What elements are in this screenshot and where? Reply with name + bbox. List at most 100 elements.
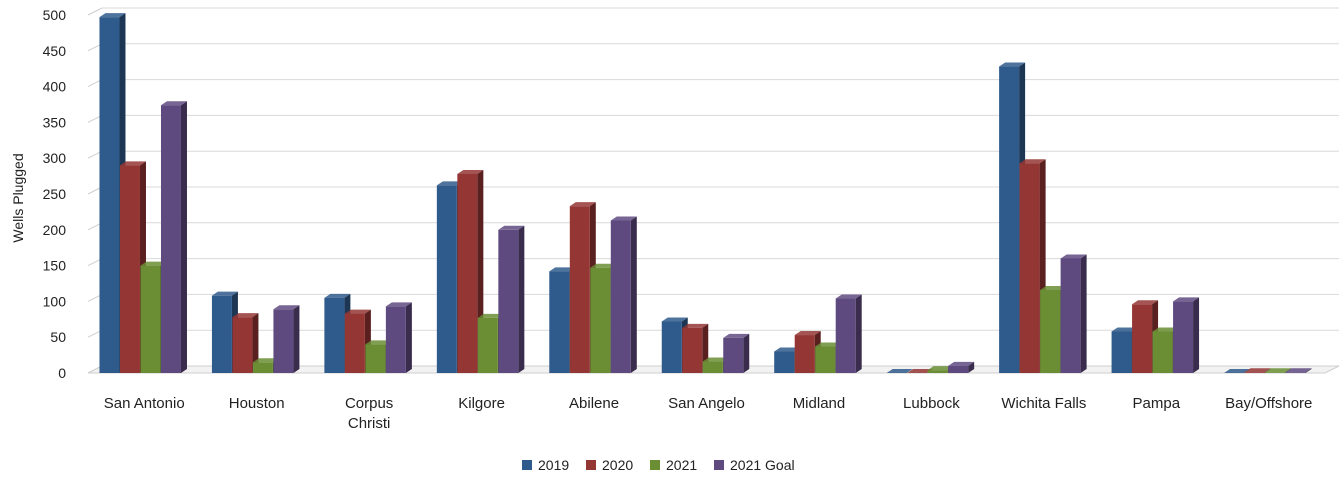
x-tick-label: Wichita Falls	[1001, 395, 1086, 412]
bar-top	[907, 369, 934, 373]
bar-top	[590, 263, 617, 268]
x-tick-label: Lubbock	[903, 395, 960, 412]
bar-front	[1132, 304, 1153, 373]
bar-top	[477, 313, 504, 318]
x-tick-label: Abilene	[569, 395, 619, 412]
bar-top	[723, 333, 750, 338]
bar	[948, 361, 975, 373]
legend-swatch	[650, 460, 660, 470]
bar-front	[835, 298, 856, 373]
bar	[1060, 254, 1087, 373]
bar-top	[273, 305, 300, 310]
bar	[273, 305, 300, 373]
bar-front	[948, 365, 969, 373]
bar-front	[569, 206, 590, 373]
bar-front	[702, 361, 723, 373]
legend-swatch	[522, 460, 532, 470]
x-tick-label: Kilgore	[458, 395, 505, 412]
y-tick-label: 0	[58, 365, 66, 381]
bar-front	[273, 309, 294, 373]
bar-side	[743, 333, 750, 373]
bar-top	[119, 161, 146, 166]
bar-front	[682, 327, 703, 373]
bar	[886, 369, 913, 373]
bar-front	[344, 313, 365, 373]
bar-front	[1019, 163, 1040, 373]
bar-top	[344, 309, 371, 314]
bar-top	[610, 216, 637, 221]
bar-front	[1040, 289, 1061, 373]
bar-front	[590, 267, 611, 373]
bar-front	[160, 105, 181, 373]
legend-item: 2021 Goal	[714, 457, 795, 473]
bar-side	[968, 361, 975, 373]
bar-top	[252, 358, 279, 363]
bar-top	[1265, 368, 1292, 373]
bar-front	[211, 295, 232, 373]
bar-front	[794, 335, 815, 373]
bar-front	[99, 17, 120, 373]
bar-front	[365, 344, 386, 373]
bar-top	[948, 361, 975, 366]
bar-top	[815, 342, 842, 347]
bar	[498, 225, 525, 373]
y-tick-label: 50	[50, 329, 66, 345]
bar-top	[1173, 297, 1200, 302]
bar	[682, 323, 709, 373]
bar	[232, 313, 259, 373]
x-tick-label: Pampa	[1133, 395, 1181, 412]
y-tick-label: 200	[43, 222, 67, 238]
legend-label: 2021 Goal	[730, 457, 795, 473]
bar-front	[661, 321, 682, 373]
bar-side	[1080, 254, 1087, 373]
bar-top	[324, 293, 351, 298]
y-tick-label: 450	[43, 43, 67, 59]
bar-top	[549, 267, 576, 272]
legend-swatch	[714, 460, 724, 470]
bar-side	[252, 313, 259, 373]
legend-label: 2021	[666, 457, 697, 473]
bar-top	[211, 291, 238, 296]
bar-top	[1060, 254, 1087, 259]
bar-top	[1132, 300, 1159, 305]
bar-side	[405, 302, 412, 373]
bar-top	[1152, 327, 1179, 332]
bar-top	[702, 357, 729, 362]
bar-front	[1111, 331, 1132, 373]
bar-front	[436, 185, 457, 373]
bar-top	[774, 347, 801, 352]
y-axis-label: Wells Plugged	[10, 153, 26, 242]
y-tick-label: 350	[43, 114, 67, 130]
bar-top	[661, 317, 688, 322]
bar-side	[518, 225, 525, 373]
legend-item: 2019	[522, 457, 569, 473]
bar-top	[835, 294, 862, 299]
x-tick-label: Bay/Offshore	[1225, 395, 1312, 412]
y-tick-label: 150	[43, 258, 67, 274]
bar-top	[498, 225, 525, 230]
x-axis: San Antonio Houston Corpus Christi Kilgore Ab…	[104, 395, 1313, 432]
bar-side	[293, 305, 300, 373]
legend-label: 2020	[602, 457, 633, 473]
bar-side	[630, 216, 637, 373]
bar	[1173, 297, 1200, 373]
x-tick-label: San Angelo	[668, 395, 745, 412]
bar-front	[119, 165, 140, 373]
bar-front	[774, 351, 795, 373]
bar-top	[160, 101, 187, 106]
bar	[385, 302, 412, 373]
bar-top	[794, 331, 821, 336]
bar-front	[549, 271, 570, 373]
bar-front	[1265, 372, 1286, 373]
bar-front	[140, 265, 161, 373]
legend-item: 2020	[586, 457, 633, 473]
bar	[907, 369, 934, 373]
bar-side	[1305, 368, 1312, 373]
bar	[835, 294, 862, 373]
legend: 2019 2020 2021 2021 Goal	[522, 457, 795, 473]
bar-top	[1244, 368, 1271, 373]
bar-front	[457, 173, 478, 373]
y-axis: 0 50 100 150 200 250 300 350 400 450 500	[43, 7, 67, 381]
x-tick-label: Midland	[793, 395, 846, 412]
bar-top	[886, 369, 913, 373]
